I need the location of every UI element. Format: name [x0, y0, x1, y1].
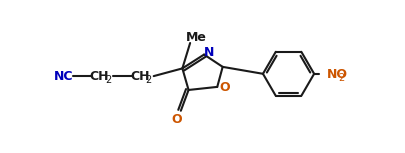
- Text: O: O: [220, 81, 230, 94]
- Text: 2: 2: [145, 75, 151, 85]
- Text: O: O: [172, 113, 182, 126]
- Text: CH: CH: [130, 70, 149, 83]
- Text: 2: 2: [105, 75, 111, 85]
- Text: CH: CH: [90, 70, 109, 83]
- Text: N: N: [204, 46, 215, 59]
- Text: NC: NC: [54, 70, 74, 83]
- Text: 2: 2: [338, 73, 344, 83]
- Text: Me: Me: [186, 31, 207, 44]
- Text: NO: NO: [327, 68, 348, 81]
